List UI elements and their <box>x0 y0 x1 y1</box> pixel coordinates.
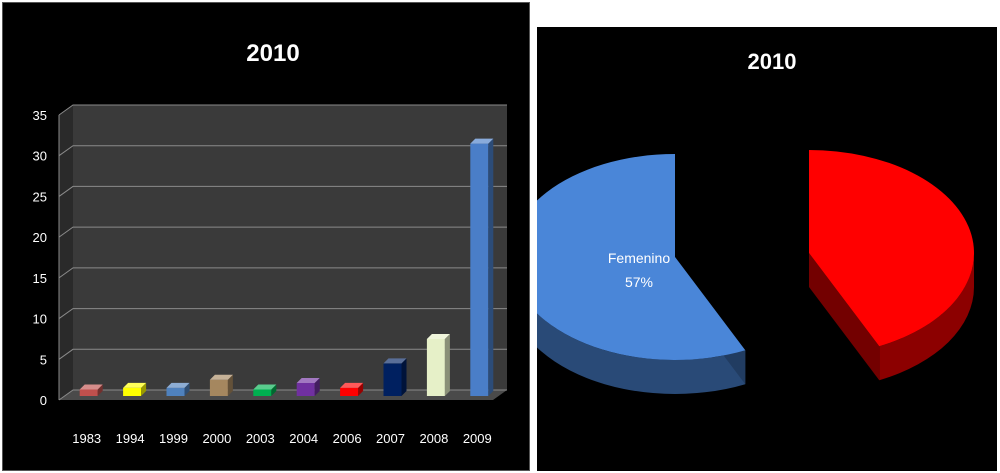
gridline <box>58 185 507 197</box>
bar-side <box>488 138 494 397</box>
pie-side <box>879 253 974 381</box>
y-tick-label: 0 <box>40 393 47 408</box>
bar-side <box>141 382 147 396</box>
bar-front <box>470 143 489 396</box>
bar-front <box>253 389 272 396</box>
bar-front <box>166 387 185 396</box>
bar-side <box>444 334 450 396</box>
bar-side <box>184 382 190 396</box>
y-tick-label: 5 <box>40 352 47 367</box>
bar-2004 <box>296 377 320 396</box>
bar-2000 <box>209 374 233 396</box>
bar-side <box>401 358 407 396</box>
bar-top <box>426 334 450 339</box>
bar-2009 <box>470 138 494 397</box>
bar-top <box>79 384 103 390</box>
x-tick-label: 1994 <box>116 431 145 446</box>
bar-1983 <box>79 384 103 396</box>
x-tick-label: 2009 <box>463 431 492 446</box>
x-tick-label: 2004 <box>289 431 318 446</box>
pie-value-label: 57% <box>625 274 653 290</box>
pie-top <box>809 150 974 347</box>
bar-front <box>296 382 315 396</box>
bar-front <box>340 387 359 396</box>
bar-top <box>123 382 147 388</box>
gridline <box>58 267 507 279</box>
gridline <box>58 308 507 319</box>
bar-front <box>123 387 142 396</box>
bar-2007 <box>383 358 407 396</box>
pie-slice-femenino <box>537 154 746 394</box>
bar-2003 <box>253 384 277 396</box>
y-tick-label: 20 <box>33 230 47 245</box>
bar-side <box>271 384 277 396</box>
y-tick-label: 35 <box>33 108 47 123</box>
bar-side <box>227 374 233 396</box>
gridline <box>58 226 507 238</box>
bar-chart-title: 2010 <box>246 40 299 67</box>
bar-2006 <box>340 382 364 396</box>
y-tick-label: 30 <box>33 149 47 164</box>
gridline <box>58 145 507 157</box>
x-tick-label: 1983 <box>72 431 101 446</box>
bar-1994 <box>123 382 147 396</box>
bar-top <box>470 138 494 144</box>
bar-side <box>97 384 103 396</box>
x-tick-label: 2008 <box>419 431 448 446</box>
plot-side-wall <box>59 105 73 400</box>
bar-side <box>314 377 320 396</box>
bar-front <box>209 379 228 396</box>
bar-top <box>253 384 277 390</box>
bar-top <box>296 377 320 383</box>
x-tick-label: 2007 <box>376 431 405 446</box>
bar-front <box>426 339 445 396</box>
bar-top <box>166 382 190 388</box>
pie-top <box>537 154 746 360</box>
bar-front <box>383 363 402 396</box>
bar-top <box>340 382 364 388</box>
x-tick-label: 2000 <box>202 431 231 446</box>
bar-1999 <box>166 382 190 396</box>
pie-category-label: Femenino <box>608 250 670 266</box>
y-tick-label: 15 <box>33 271 47 286</box>
pie-cut-face <box>809 253 880 381</box>
y-tick-label: 25 <box>33 189 47 204</box>
x-tick-label: 2006 <box>333 431 362 446</box>
bar-2008 <box>426 334 450 396</box>
pie-side <box>537 313 746 394</box>
bar-top <box>209 374 233 380</box>
plot-back-wall <box>73 105 507 390</box>
x-tick-label: 2003 <box>246 431 275 446</box>
bar-chart: 2010 0 5 10 15 20 25 30 35 1983 1994 1999 2000 2003… <box>33 40 507 446</box>
bar-side <box>358 382 364 396</box>
gridline <box>58 104 507 116</box>
pie-slice-masculino <box>809 150 974 381</box>
x-tick-label: 1999 <box>159 431 188 446</box>
gridline <box>58 348 507 360</box>
bar-chart-panel: 2010 0 5 10 15 20 25 30 35 1983 1994 1999 2000 2003… <box>2 2 530 471</box>
bar-top <box>383 358 407 364</box>
bar-front <box>79 389 98 396</box>
pie-chart-title: 2010 <box>748 49 797 74</box>
y-tick-label: 10 <box>33 312 47 327</box>
